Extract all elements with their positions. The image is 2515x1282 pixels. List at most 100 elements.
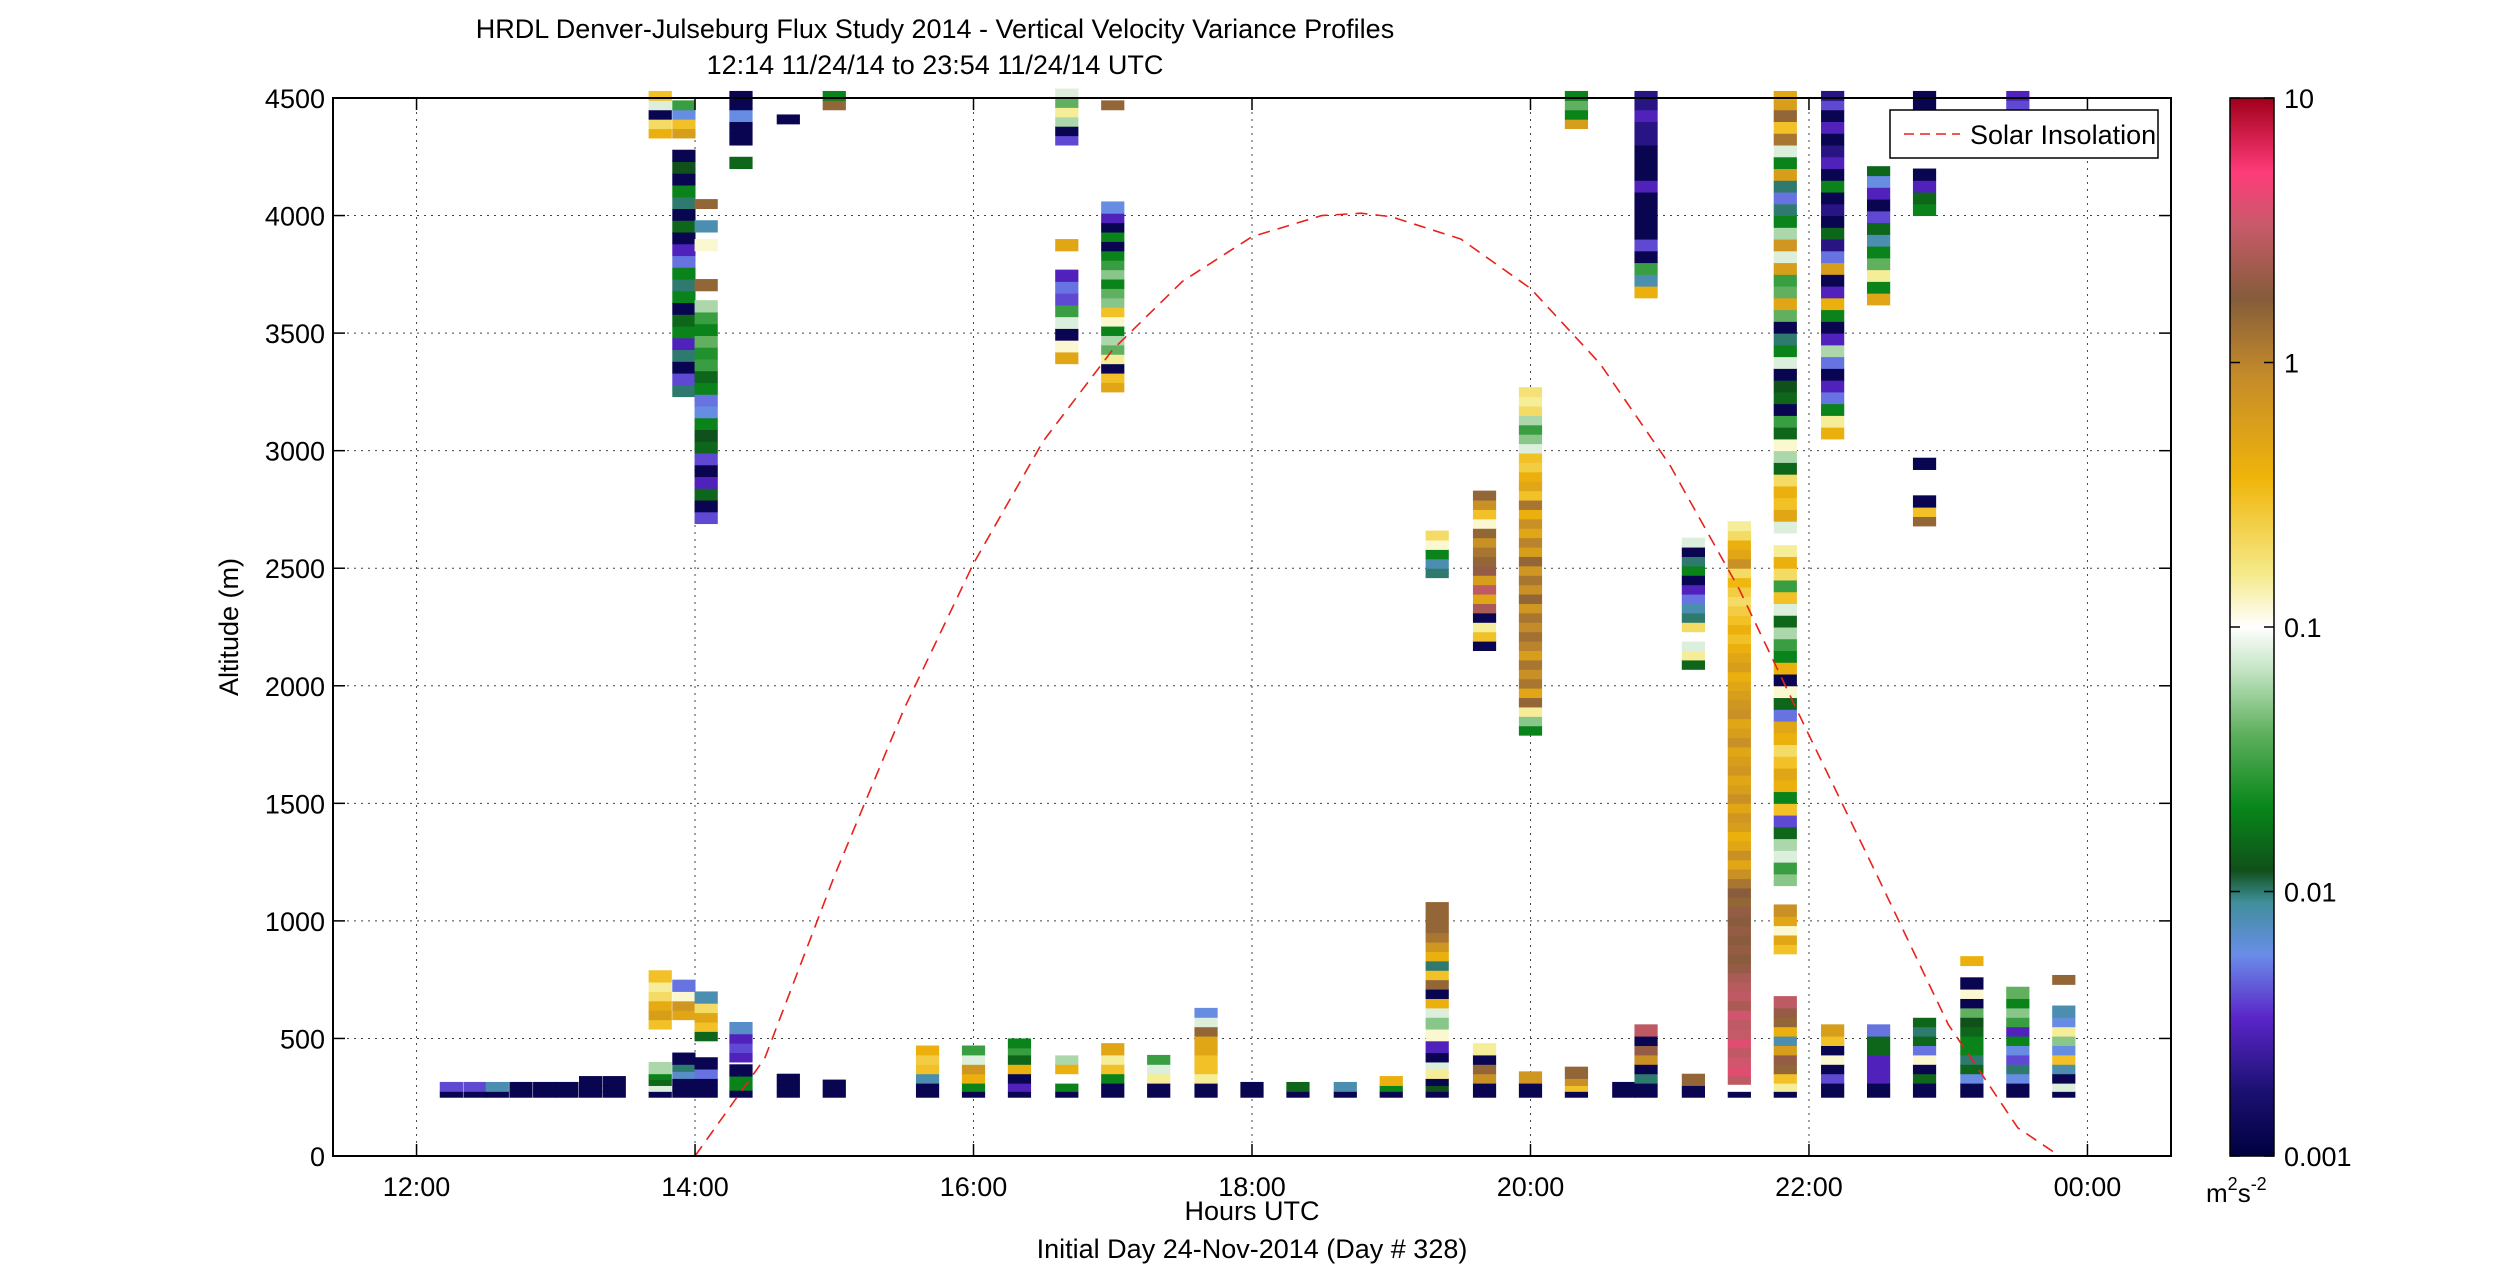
heatmap-cell	[672, 255, 696, 268]
heatmap-cell	[1055, 239, 1079, 252]
heatmap-cell	[1727, 1047, 1751, 1058]
heatmap-cell	[1194, 1091, 1218, 1098]
heatmap-cell	[648, 1000, 672, 1011]
heatmap-cell	[1866, 1054, 1891, 1065]
heatmap-cell	[1425, 989, 1449, 999]
heatmap-cell	[1727, 1029, 1751, 1039]
heatmap-cell	[1194, 1083, 1218, 1092]
heatmap-cell	[1773, 721, 1797, 734]
heatmap-cell	[1425, 1061, 1449, 1070]
heatmap-cell	[694, 1069, 718, 1079]
heatmap-cell	[1518, 1083, 1543, 1092]
heatmap-cell	[648, 109, 672, 120]
heatmap-cell	[2006, 100, 2030, 111]
heatmap-cell	[672, 349, 696, 362]
heatmap-cell	[1472, 500, 1497, 510]
heatmap-cell	[1518, 659, 1543, 670]
heatmap-cell	[1773, 227, 1797, 240]
heatmap-cell	[672, 184, 696, 198]
heatmap-cell	[2006, 1064, 2030, 1075]
heatmap-cell	[1821, 1036, 1845, 1046]
heatmap-cell	[578, 1085, 603, 1092]
heatmap-cell	[729, 121, 753, 134]
heatmap-cell	[1564, 1085, 1589, 1092]
heatmap-cell	[1007, 1083, 1032, 1092]
heatmap-cell	[1727, 840, 1751, 851]
heatmap-cell	[1472, 603, 1497, 614]
heatmap-cell	[1634, 145, 1658, 158]
heatmap-cell	[1147, 1073, 1171, 1084]
heatmap-cell	[1821, 133, 1845, 146]
heatmap-cell	[1727, 869, 1751, 880]
heatmap-cell	[1773, 485, 1797, 499]
heatmap-cell	[1472, 1064, 1497, 1075]
heatmap-cell	[1773, 333, 1797, 346]
heatmap-cell	[1472, 594, 1497, 604]
heatmap-cell	[1194, 1045, 1218, 1056]
heatmap-cell	[439, 1081, 463, 1092]
heatmap-cell	[1821, 121, 1845, 134]
heatmap-cell	[1912, 180, 1937, 193]
heatmap-cell	[694, 405, 718, 419]
heatmap-cell	[1472, 575, 1497, 586]
heatmap-cell	[694, 1012, 718, 1023]
heatmap-cell	[1681, 575, 1706, 586]
heatmap-cell	[1773, 356, 1797, 369]
heatmap-cell	[1518, 453, 1543, 463]
heatmap-cell	[1681, 537, 1706, 548]
heatmap-cell	[2006, 998, 2030, 1009]
heatmap-cell	[1912, 1064, 1937, 1075]
heatmap-cell	[1518, 697, 1543, 708]
heatmap-cell	[1866, 210, 1891, 224]
heatmap-cell	[1773, 391, 1797, 405]
heatmap-cell	[1773, 427, 1797, 440]
heatmap-cell	[672, 1019, 696, 1030]
heatmap-cell	[1960, 1017, 1984, 1028]
heatmap-cell	[648, 1061, 672, 1075]
heatmap-cell	[1101, 201, 1125, 214]
heatmap-cell	[1472, 509, 1497, 520]
heatmap-cell	[1425, 951, 1449, 962]
heatmap-cell	[602, 1076, 626, 1086]
heatmap-cell	[578, 1091, 603, 1098]
heatmap-cell	[1379, 1091, 1403, 1098]
heatmap-cell	[1773, 192, 1797, 205]
heatmap-cell	[1866, 199, 1891, 212]
heatmap-cell	[1773, 803, 1797, 816]
heatmap-cell	[694, 1031, 718, 1042]
heatmap-cell	[694, 1057, 718, 1070]
legend: Solar Insolation	[1889, 109, 2159, 159]
heatmap-cell	[1773, 1026, 1797, 1037]
x-tick-label: 20:00	[1497, 1172, 1565, 1202]
heatmap-cell	[1821, 403, 1845, 416]
heatmap-cell	[1773, 674, 1797, 687]
heatmap-cell	[1425, 979, 1449, 990]
heatmap-cell	[694, 347, 718, 360]
heatmap-cell	[648, 1010, 672, 1021]
heatmap-cell	[776, 1085, 800, 1092]
colorbar-tick-label: 0.01	[2284, 878, 2337, 908]
heatmap-cell	[694, 464, 718, 478]
heatmap-cell	[1518, 612, 1543, 623]
heatmap-cell	[1425, 549, 1449, 560]
heatmap-cell	[1960, 1083, 1984, 1092]
heatmap-cell	[1425, 540, 1449, 550]
heatmap-cell	[1773, 321, 1797, 334]
heatmap-cell	[1727, 615, 1751, 626]
heatmap-cell	[1727, 812, 1751, 823]
heatmap-cell	[672, 337, 696, 351]
heatmap-cell	[1425, 568, 1449, 579]
heatmap-cell	[1101, 1043, 1125, 1056]
heatmap-cell	[1727, 530, 1751, 541]
heatmap-cell	[672, 128, 696, 139]
heatmap-cell	[1960, 1036, 1984, 1046]
heatmap-cell	[1727, 1076, 1751, 1085]
heatmap-cell	[1055, 281, 1079, 294]
heatmap-cell	[1773, 1045, 1797, 1056]
heatmap-cell	[1773, 662, 1797, 675]
heatmap-cell	[1472, 1043, 1497, 1056]
heatmap-cell	[1472, 556, 1497, 567]
heatmap-cell	[1821, 90, 1845, 101]
heatmap-cell	[1425, 1091, 1449, 1098]
heatmap-cell	[1681, 547, 1706, 557]
